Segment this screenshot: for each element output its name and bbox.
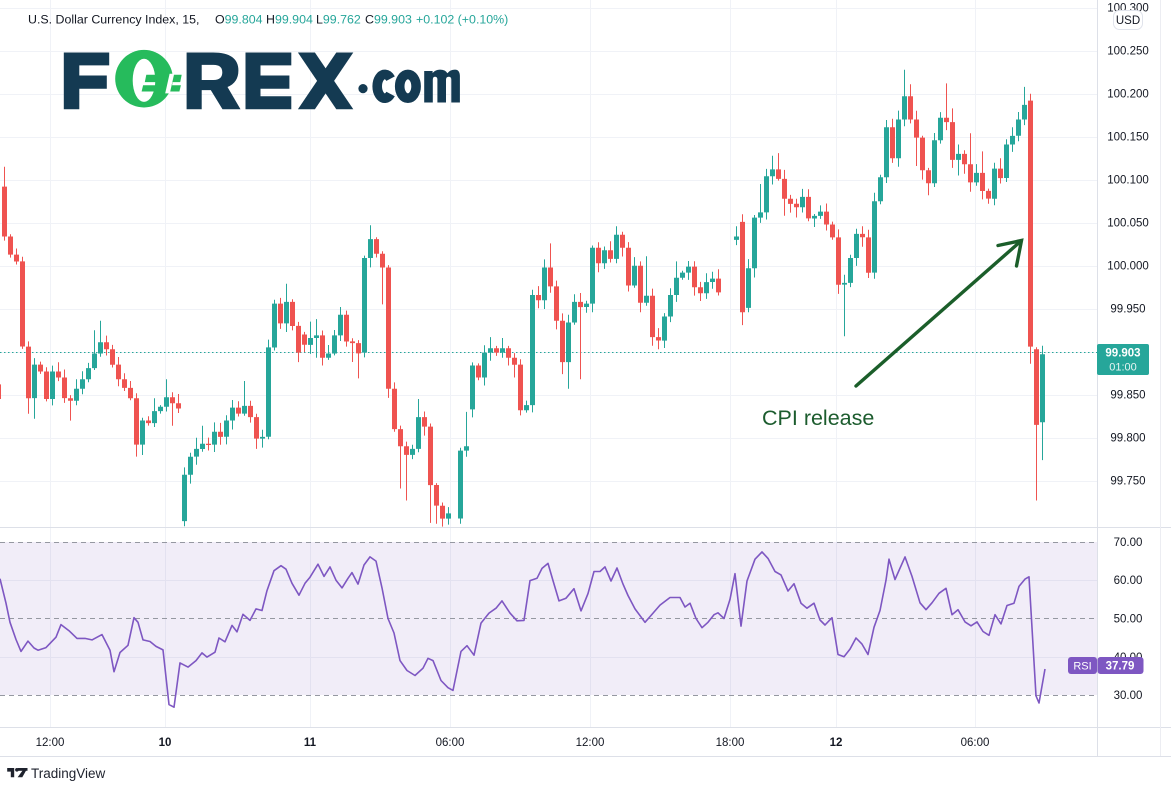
svg-text:99.850: 99.850 bbox=[1110, 390, 1145, 402]
svg-text:100.150: 100.150 bbox=[1107, 132, 1149, 144]
svg-text:C99.903: C99.903 bbox=[365, 13, 412, 27]
svg-text:10: 10 bbox=[159, 737, 172, 749]
svg-text:100.050: 100.050 bbox=[1107, 218, 1149, 230]
svg-text:99.800: 99.800 bbox=[1110, 433, 1145, 445]
svg-text:USD: USD bbox=[1116, 15, 1140, 27]
svg-text:+0.102 (+0.10%): +0.102 (+0.10%) bbox=[416, 13, 508, 27]
svg-text:70.00: 70.00 bbox=[1114, 537, 1143, 549]
svg-text:CPI release: CPI release bbox=[762, 406, 874, 430]
svg-text:12:00: 12:00 bbox=[36, 737, 65, 749]
svg-text:06:00: 06:00 bbox=[961, 737, 990, 749]
svg-text:11: 11 bbox=[304, 737, 317, 749]
svg-text:100.250: 100.250 bbox=[1107, 46, 1149, 58]
svg-text:50.00: 50.00 bbox=[1114, 614, 1143, 626]
svg-text:H99.904: H99.904 bbox=[266, 13, 313, 27]
svg-text:100.200: 100.200 bbox=[1107, 89, 1149, 101]
svg-text:06:00: 06:00 bbox=[436, 737, 465, 749]
svg-text:12:00: 12:00 bbox=[576, 737, 605, 749]
svg-text:37.79: 37.79 bbox=[1106, 661, 1135, 673]
svg-text:100.000: 100.000 bbox=[1107, 261, 1149, 273]
svg-text:30.00: 30.00 bbox=[1114, 690, 1143, 702]
svg-text:12: 12 bbox=[830, 737, 843, 749]
svg-text:100.100: 100.100 bbox=[1107, 175, 1149, 187]
svg-text:01:00: 01:00 bbox=[1109, 362, 1137, 374]
svg-text:O99.804: O99.804 bbox=[215, 13, 263, 27]
svg-text:L99.762: L99.762 bbox=[316, 13, 361, 27]
svg-text:60.00: 60.00 bbox=[1114, 575, 1143, 587]
svg-text:99.903: 99.903 bbox=[1105, 348, 1140, 360]
svg-text:TradingView: TradingView bbox=[31, 766, 106, 781]
svg-text:U.S. Dollar Currency Index, 15: U.S. Dollar Currency Index, 15, bbox=[28, 13, 199, 27]
svg-text:RSI: RSI bbox=[1073, 661, 1091, 673]
svg-text:99.750: 99.750 bbox=[1110, 476, 1145, 488]
svg-text:18:00: 18:00 bbox=[716, 737, 745, 749]
svg-text:99.950: 99.950 bbox=[1110, 304, 1145, 316]
